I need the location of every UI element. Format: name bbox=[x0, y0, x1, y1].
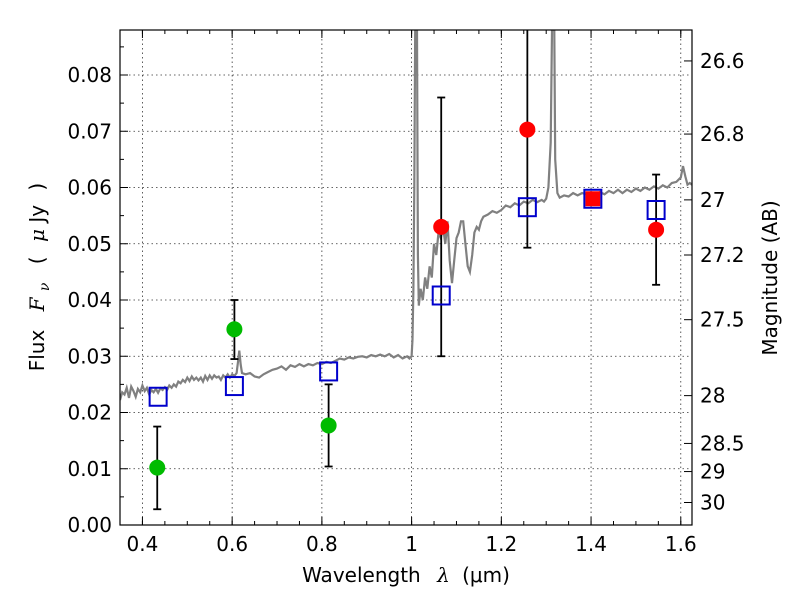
y-tick-label: 0.03 bbox=[67, 344, 112, 368]
x-axis-title-main: Wavelength bbox=[302, 563, 421, 587]
x-tick-label: 1.6 bbox=[665, 532, 697, 556]
y-axis-title-paren-open: ( bbox=[25, 256, 49, 264]
model-box-marker bbox=[646, 200, 666, 220]
y2-tick-label: 27.5 bbox=[700, 308, 745, 332]
spectrum-line bbox=[120, 30, 692, 401]
green-point-marker bbox=[320, 417, 337, 434]
y-axis-title: Flux F ν ( μ Jy ) bbox=[25, 183, 54, 372]
x-axis-title-unit: (μm) bbox=[462, 563, 510, 587]
y-tick-label: 0.05 bbox=[67, 232, 112, 256]
y-axis-title-paren-close: ) bbox=[25, 183, 49, 191]
red-point-marker bbox=[433, 218, 450, 235]
y-axis-title-subscript: ν bbox=[37, 282, 53, 291]
plot-frame bbox=[119, 29, 693, 526]
axes: 0.4 0.6 0.8 1 1.2 1.4 1.6 0.00 0.01 0.02 0.03 0.04 0… bbox=[67, 30, 745, 556]
y-tick-label: 0.06 bbox=[67, 176, 112, 200]
red-point-marker bbox=[519, 121, 536, 138]
model-box-marker bbox=[431, 285, 451, 306]
y-axis-title-unit-symbol: μ bbox=[25, 229, 49, 242]
y2-tick-label: 27.2 bbox=[700, 243, 745, 267]
x-tick-label: 0.6 bbox=[216, 532, 248, 556]
red-square-marker bbox=[585, 191, 601, 207]
green-point-marker bbox=[149, 459, 166, 476]
y2-axis-title: Magnitude (AB) bbox=[758, 200, 782, 355]
y-axis-title-symbol: F bbox=[25, 296, 49, 312]
x-tick-label: 0.4 bbox=[127, 532, 159, 556]
grid-lines bbox=[120, 30, 692, 525]
y2-tick-label: 28.5 bbox=[700, 431, 745, 455]
y-axis-title-unit-rest: Jy bbox=[25, 205, 49, 225]
y2-tick-label: 26.6 bbox=[700, 49, 745, 73]
model-box-marker bbox=[517, 197, 537, 218]
model-box-marker bbox=[148, 386, 168, 407]
x-tick-label: 1.2 bbox=[485, 532, 517, 556]
y-tick-label: 0.01 bbox=[67, 457, 112, 481]
y2-tick-label: 29 bbox=[700, 460, 725, 484]
data-series bbox=[120, 30, 692, 511]
x-axis-title: Wavelength λ (μm) bbox=[302, 563, 510, 587]
y-tick-label: 0.02 bbox=[67, 401, 112, 425]
x-tick-label: 0.8 bbox=[306, 532, 338, 556]
y2-tick-label: 28 bbox=[700, 384, 725, 408]
y-axis-title-main: Flux bbox=[25, 330, 49, 372]
y2-tick-label: 30 bbox=[700, 491, 725, 515]
x-axis-title-symbol: λ bbox=[436, 563, 450, 587]
y2-tick-label: 26.8 bbox=[700, 122, 745, 146]
x-tick-label: 1 bbox=[405, 532, 418, 556]
x-tick-label: 1.4 bbox=[575, 532, 607, 556]
y-tick-label: 0.08 bbox=[67, 63, 112, 87]
plot-background bbox=[120, 30, 692, 525]
red-point-marker bbox=[648, 221, 665, 238]
model-box-marker bbox=[224, 376, 244, 397]
y-tick-label: 0.00 bbox=[67, 513, 112, 537]
y2-tick-label: 27 bbox=[700, 188, 725, 212]
y-tick-label: 0.04 bbox=[67, 288, 112, 312]
y-tick-label: 0.07 bbox=[67, 119, 112, 143]
plot-area bbox=[119, 29, 693, 526]
model-box-marker bbox=[319, 361, 339, 382]
green-point-marker bbox=[226, 321, 243, 338]
model-box-marker bbox=[583, 188, 603, 209]
